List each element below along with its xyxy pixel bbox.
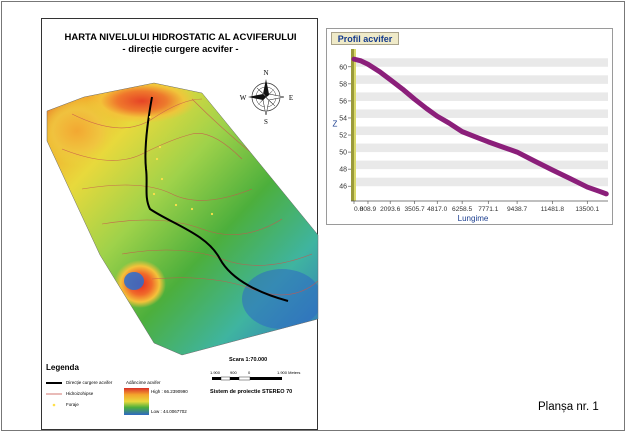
profile-point: [447, 121, 451, 125]
x-tick-label: 3505.7: [404, 206, 425, 213]
legend-title: Legenda: [46, 363, 79, 372]
profile-point: [359, 59, 363, 63]
compass-rose-icon: [248, 79, 285, 116]
compass-n: N: [263, 69, 268, 77]
grid-band: [354, 92, 608, 101]
profile-point: [500, 145, 505, 149]
profile-tab[interactable]: Profil acvifer: [331, 32, 399, 45]
grid-band: [354, 109, 608, 118]
legend: Legenda Direcție curgere acvifer Hidroiz…: [44, 363, 214, 427]
y-axis-label: Z: [333, 120, 338, 129]
x-tick-label: 11481.8: [541, 206, 565, 213]
map-subtitle: - direcție curgere acvifer -: [122, 44, 239, 55]
projection-label: Sistem de proiectie STEREO 70: [210, 389, 293, 395]
y-tick-label: 46: [339, 184, 347, 191]
profile-point: [352, 57, 356, 61]
scale-bar: Scara 1:70.000 1.900 900 0 1.900 Meters …: [202, 357, 312, 397]
profile-point: [473, 134, 477, 139]
profile-point: [585, 185, 590, 189]
x-tick-label: 13500.1: [575, 206, 599, 213]
profile-point: [412, 97, 417, 102]
y-tick-label: 50: [339, 150, 347, 157]
y-tick-label: 58: [339, 81, 347, 88]
profile-panel: Profil acvifer 46 48 50 52 54 56 58 60 0.0 808.9 2…: [326, 28, 613, 225]
profile-point: [515, 150, 519, 154]
scale-tick-0: 1.900: [210, 370, 221, 375]
compass-s: S: [264, 118, 268, 126]
legend-raster-title: Adâncime acvifer: [126, 380, 161, 385]
profile-point: [460, 129, 464, 134]
flow-direction-line: [144, 96, 289, 302]
profile-point: [435, 114, 440, 119]
legend-raster-high: High : 66.2390990: [151, 389, 188, 394]
x-tick-label: 7771.1: [478, 206, 499, 213]
x-tick-label: 4817.0: [427, 206, 448, 213]
y-axis-highlight: [354, 49, 356, 201]
y-tick-label: 60: [339, 64, 347, 71]
x-tick-label: 9438.7: [507, 206, 528, 213]
profile-point: [597, 189, 602, 194]
groundwater-map[interactable]: N S E W: [42, 19, 319, 431]
profile-point: [424, 106, 429, 111]
profile-point: [604, 192, 609, 196]
well-markers: [148, 115, 214, 216]
x-tick-label: 808.9: [360, 206, 377, 213]
map-title: HARTA NIVELULUI HIDROSTATIC AL ACVIFERUL…: [64, 32, 297, 43]
plate-label: Planșa nr. 1: [538, 401, 599, 413]
grid-band: [354, 160, 608, 170]
grid-band: [354, 58, 608, 67]
profile-point: [378, 70, 382, 74]
x-tick-label: 0.0: [354, 206, 363, 213]
scale-tick-3: 1.900 Meters: [277, 370, 301, 375]
legend-raster-low: Low : 44.0067702: [151, 409, 187, 414]
grid-band: [354, 143, 608, 153]
profile-point: [366, 62, 370, 67]
y-tick-label: 48: [339, 167, 347, 174]
profile-point: [388, 77, 392, 82]
map-panel: HARTA NIVELULUI HIDROSTATIC AL ACVIFERUL…: [41, 18, 319, 431]
profile-point: [486, 140, 491, 144]
grid-band: [354, 177, 608, 187]
scale-title: Scara 1:70.000: [229, 357, 268, 363]
legend-symbols: [46, 382, 149, 415]
profile-point: [531, 158, 536, 163]
scale-tick-2: 0: [248, 370, 251, 375]
profile-point: [568, 176, 572, 181]
x-axis-label: Lungime: [458, 214, 489, 223]
x-tick-label: 6258.5: [452, 206, 473, 213]
y-tick-label: 56: [339, 98, 347, 105]
legend-item-wells: Foraje: [66, 402, 79, 407]
profile-point: [550, 168, 555, 172]
compass-e: E: [289, 94, 293, 102]
legend-item-contours: Hidroizohipse: [66, 391, 94, 396]
legend-item-flow: Direcție curgere acvifer: [66, 380, 113, 385]
y-tick-label: 54: [339, 115, 347, 122]
grid-band: [354, 75, 608, 84]
scale-bar-graphic: [212, 376, 282, 381]
compass-w: W: [240, 94, 247, 102]
grid-band: [354, 126, 608, 136]
profile-point: [400, 87, 405, 91]
y-tick-label: 52: [339, 133, 347, 140]
scale-tick-1: 900: [230, 370, 237, 375]
x-tick-label: 2093.6: [380, 206, 401, 213]
y-axis-wall: [351, 49, 354, 201]
